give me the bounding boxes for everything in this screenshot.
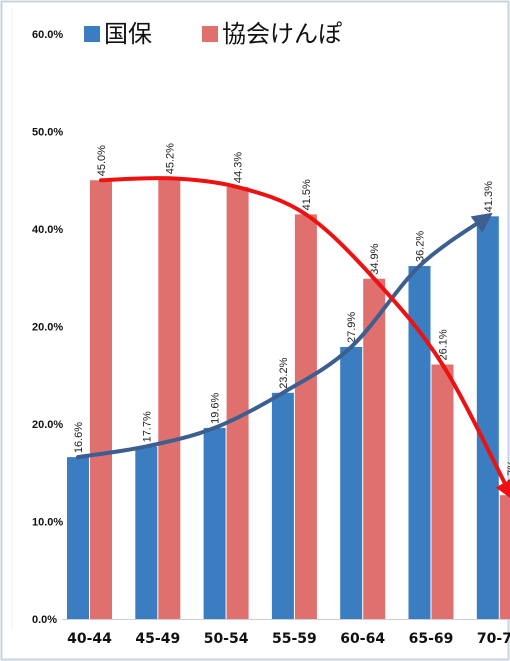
x-tick-label: 45-49 [135,631,180,647]
bar-kyokai-40-44 [90,180,112,619]
x-axis: 40-44 45-49 50-54 55-59 60-64 65-69 70-74 [67,631,510,647]
x-tick-label: 40-44 [67,631,112,647]
x-tick-label: 60-64 [340,631,385,647]
data-label: 36.2% [415,231,427,262]
bar-kyokai-60-64 [363,278,386,619]
bar-kyokai-45-49 [158,178,181,620]
bar-kokuho-60-64 [340,346,363,619]
bar-kyokai-55-59 [294,214,317,619]
legend-label-0: 国保 [104,20,152,48]
y-tick-label: 50.0% [32,127,63,139]
y-tick-label: 10.0% [32,517,63,529]
data-label: 17.7% [141,411,153,442]
y-axis: 0.0% 10.0% 20.0% 20.0% 40.0% 50.0% 60.0% [32,29,510,626]
data-label: 23.2% [278,357,290,388]
y-tick-label: 20.0% [32,322,63,334]
trend-lines [76,176,510,501]
bar-kokuho-50-54 [203,427,226,619]
x-tick-label: 70-74 [477,631,510,647]
bar-kyokai-65-69 [431,364,454,619]
data-label: 41.5% [301,179,313,210]
data-label: 27.9% [346,312,358,343]
bar-kokuho-70-74 [476,216,499,619]
bar-kokuho-65-69 [408,266,431,619]
data-label: 19.6% [210,392,222,423]
data-label: 45.0% [96,145,108,176]
data-label: 12.7% [506,460,510,491]
bar-kyokai-50-54 [226,187,249,619]
bars: 16.6% 45.0% 17.7% 45.2% 19.6% 44.3% 23.2% 41.5%… [67,143,510,620]
x-tick-label: 65-69 [409,631,454,647]
trend-line-kokuho [76,212,493,460]
y-tick-label: 20.0% [32,419,63,431]
data-label: 26.1% [438,329,450,360]
trend-line-kyokai [99,176,510,501]
bar-kokuho-40-44 [67,457,89,619]
data-label: 45.2% [164,143,176,174]
y-tick-label: 0.0% [32,614,57,626]
bar-kyokai-70-74 [499,495,510,619]
data-label: 34.9% [369,243,381,274]
legend: 国保 協会けんぽ [84,20,342,48]
legend-swatch-0 [84,26,100,42]
bar-kokuho-55-59 [271,392,294,619]
data-label: 41.3% [483,181,495,212]
x-tick-label: 55-59 [272,631,317,647]
legend-swatch-1 [202,26,218,42]
legend-label-1: 協会けんぽ [222,20,342,48]
bar-kokuho-45-49 [135,446,158,619]
data-label: 16.6% [73,422,85,453]
x-tick-label: 50-54 [204,631,249,647]
y-tick-label: 40.0% [32,224,63,236]
y-tick-label: 60.0% [32,29,63,41]
data-label: 44.3% [233,152,245,183]
